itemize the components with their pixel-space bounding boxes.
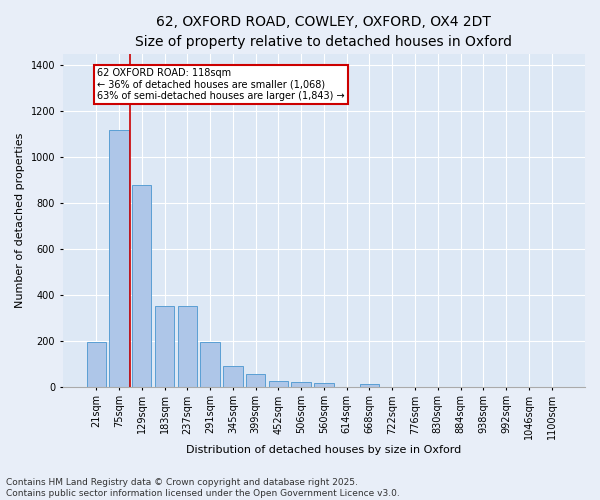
Title: 62, OXFORD ROAD, COWLEY, OXFORD, OX4 2DT
Size of property relative to detached h: 62, OXFORD ROAD, COWLEY, OXFORD, OX4 2DT…: [136, 15, 512, 48]
Bar: [246, 374, 265, 386]
Bar: [223, 366, 242, 386]
Text: Contains HM Land Registry data © Crown copyright and database right 2025.
Contai: Contains HM Land Registry data © Crown c…: [6, 478, 400, 498]
X-axis label: Distribution of detached houses by size in Oxford: Distribution of detached houses by size …: [186, 445, 461, 455]
Bar: [292, 382, 311, 386]
Bar: [132, 184, 151, 386]
Bar: [200, 342, 220, 386]
Bar: [314, 383, 334, 386]
Bar: [86, 342, 106, 386]
Bar: [155, 306, 174, 386]
Bar: [178, 306, 197, 386]
Y-axis label: Number of detached properties: Number of detached properties: [15, 132, 25, 308]
Bar: [109, 130, 128, 386]
Text: 62 OXFORD ROAD: 118sqm
← 36% of detached houses are smaller (1,068)
63% of semi-: 62 OXFORD ROAD: 118sqm ← 36% of detached…: [97, 68, 345, 101]
Bar: [269, 381, 288, 386]
Bar: [360, 384, 379, 386]
